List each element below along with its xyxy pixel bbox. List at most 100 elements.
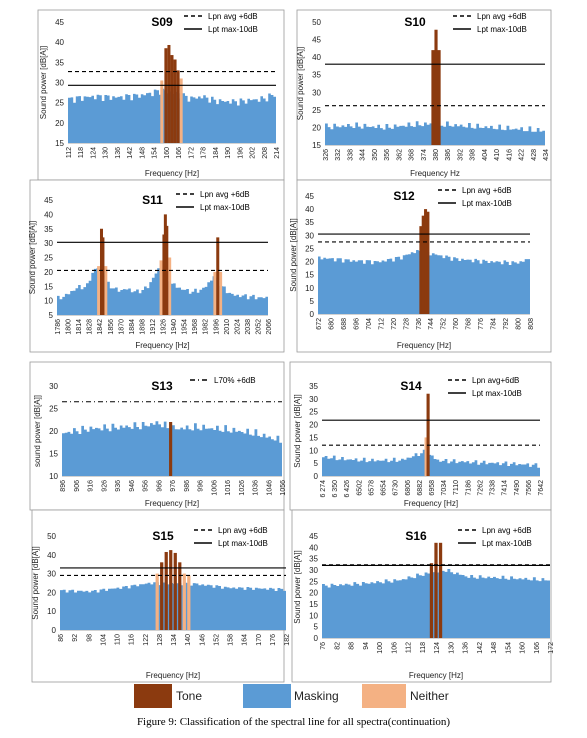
x-tick-label: 6 426 [344, 480, 351, 498]
x-tick-label: 98 [86, 634, 93, 642]
y-tick-label: 50 [47, 532, 56, 541]
neither-bar [104, 266, 108, 315]
chart-panel-s09: 15 20 25 30 35 40 45 112 118 124 130 136 142 148 154 16… [37, 9, 285, 181]
x-tick-label: 110 [115, 634, 122, 645]
x-tick-label: 112 [406, 642, 413, 653]
tone-bar [421, 215, 425, 314]
y-tick-label: 40 [44, 210, 53, 219]
tone-bar [178, 562, 182, 630]
x-tick-label: 2038 [245, 319, 252, 335]
x-tick-label: 374 [421, 149, 428, 161]
x-tick-label: 386 [445, 149, 452, 161]
y-tick-label: 35 [55, 58, 64, 67]
chart-title: S10 [404, 15, 426, 29]
x-tick-label: 1926 [161, 319, 168, 335]
y-tick-label: 45 [44, 196, 53, 205]
y-tick-label: 30 [309, 395, 318, 404]
x-tick-label: 172 [188, 147, 195, 159]
x-tick-label: 1046 [266, 480, 273, 496]
y-axis-label: Sound power [dB[A]] [293, 394, 302, 467]
x-axis-label: Frequency [Hz] [146, 671, 200, 680]
y-tick-label: 45 [309, 532, 318, 541]
neither-bar [155, 573, 159, 630]
x-tick-label: 1870 [118, 319, 125, 335]
y-axis-label: Sound power [dB[A]] [28, 221, 37, 294]
chart-title: S16 [405, 529, 427, 543]
x-tick-label: 214 [274, 147, 281, 159]
x-tick-label: 7338 [490, 480, 497, 496]
y-tick-label: 10 [44, 297, 53, 306]
y-tick-label: 15 [49, 450, 58, 459]
x-tick-label: 100 [377, 642, 384, 654]
x-tick-label: 202 [250, 147, 257, 159]
x-tick-label: 956 [143, 480, 150, 492]
x-tick-label: 976 [170, 480, 177, 492]
tone-bar [426, 393, 430, 476]
x-tick-label: 760 [453, 318, 460, 330]
y-tick-label: 40 [309, 543, 318, 552]
x-tick-label: 1026 [239, 480, 246, 496]
y-tick-label: 35 [305, 218, 314, 227]
chart-panel-s12: 0 5 10 15 20 25 30 35 40 45 672 680 688 696 704 712 720 7… [289, 179, 552, 353]
chart-panel-s13: 10 15 20 25 30 896 906 916 926 936 946 956 966 976 986… [29, 361, 287, 511]
x-tick-label: 170 [256, 634, 263, 646]
x-tick-label: 118 [78, 147, 85, 158]
x-tick-label: 88 [349, 642, 356, 650]
y-tick-label: 30 [49, 382, 58, 391]
x-tick-label: 946 [129, 480, 136, 492]
x-tick-label: 190 [225, 147, 232, 159]
x-axis-label: Frequency [Hz] [145, 169, 199, 178]
x-tick-label: 1968 [192, 319, 199, 335]
y-axis-label: Sound power [dB[A]] [289, 218, 298, 291]
x-tick-label: 166 [176, 147, 183, 159]
x-tick-label: 122 [143, 634, 150, 646]
x-tick-label: 130 [103, 147, 110, 159]
x-tick-label: 182 [284, 634, 291, 646]
x-tick-label: 106 [391, 642, 398, 654]
legend-entry: Lpt max-10dB [208, 25, 258, 34]
x-tick-label: 208 [262, 147, 269, 159]
x-axis-label: Frequency [Hz] [145, 499, 199, 508]
x-tick-label: 1786 [55, 319, 62, 335]
legend-entry: Lpt max-10dB [200, 203, 250, 212]
tone-bar [424, 209, 428, 314]
x-tick-label: 1856 [108, 319, 115, 335]
x-axis-label: Frequency [Hz] [135, 341, 189, 350]
tone-bar [216, 237, 220, 315]
x-tick-label: 916 [88, 480, 95, 492]
y-tick-label: 5 [310, 297, 315, 306]
x-tick-label: 736 [416, 318, 423, 330]
tone-bar [426, 211, 430, 314]
y-tick-label: 20 [49, 427, 58, 436]
x-tick-label: 1884 [129, 319, 136, 335]
x-tick-label: 152 [213, 634, 220, 646]
y-tick-label: 45 [55, 18, 64, 27]
x-tick-label: 672 [316, 318, 323, 330]
x-tick-label: 720 [391, 318, 398, 330]
x-tick-label: 146 [199, 634, 206, 646]
x-tick-label: 356 [384, 149, 391, 161]
x-tick-label: 996 [198, 480, 205, 492]
neither-bar [213, 271, 217, 315]
tone-bar [169, 550, 173, 630]
chart-title: S09 [151, 15, 173, 29]
x-tick-label: 134 [171, 634, 178, 646]
y-axis-label: Sound power [dB[A]] [31, 546, 40, 619]
y-axis-label: sound power [dB[A]] [33, 395, 42, 467]
x-tick-label: 1898 [139, 319, 146, 335]
x-tick-label: 142 [127, 147, 134, 159]
neither-bar [168, 257, 172, 315]
x-tick-label: 410 [494, 149, 501, 161]
x-tick-label: 926 [101, 480, 108, 492]
x-tick-label: 704 [366, 318, 373, 330]
y-axis-label: Sound power [dB[A]] [293, 550, 302, 623]
x-tick-label: 160 [520, 642, 527, 654]
x-tick-label: 936 [115, 480, 122, 492]
x-tick-label: 148 [491, 642, 498, 654]
y-tick-label: 35 [44, 225, 53, 234]
chart-panel-s15: 0 10 20 30 40 50 86 92 98 104 110 116 122 128 134 140 14… [31, 509, 291, 683]
y-axis-label: Sound power [dB[A]] [296, 47, 305, 120]
y-tick-label: 25 [44, 254, 53, 263]
legend-label-tone: Tone [176, 689, 203, 703]
tone-bar [431, 50, 435, 145]
